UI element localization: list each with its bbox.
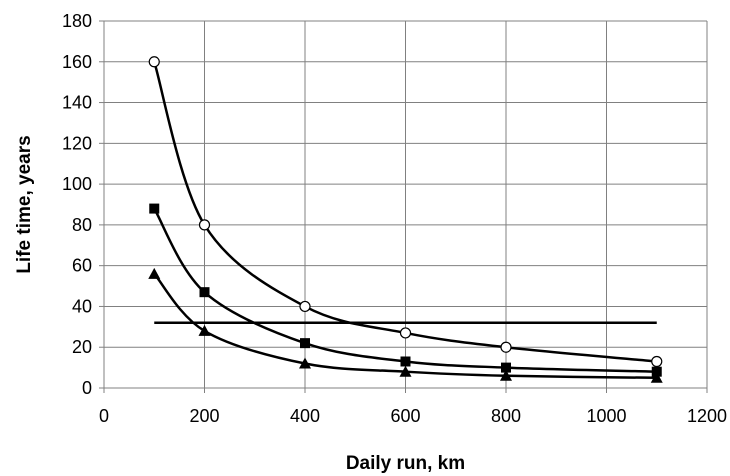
tick-labels: 0 20 40 60 80 100 120 140 160 180 0 200 400 600 800 100… bbox=[62, 11, 727, 426]
y-tick-label: 80 bbox=[72, 215, 92, 235]
data-point-square bbox=[300, 338, 310, 349]
data-point-square bbox=[199, 287, 210, 298]
data-point-square bbox=[651, 366, 662, 377]
data-point-circle bbox=[651, 355, 663, 368]
y-tick-label: 0 bbox=[82, 378, 92, 398]
y-tick-label: 20 bbox=[72, 337, 92, 357]
y-tick-label: 140 bbox=[62, 93, 92, 113]
axes bbox=[99, 20, 708, 393]
y-tick-label: 120 bbox=[62, 133, 92, 153]
series bbox=[148, 56, 663, 383]
x-axis-title: Daily run, km bbox=[346, 453, 465, 474]
x-tick-label: 0 bbox=[99, 406, 109, 426]
y-tick-label: 60 bbox=[72, 256, 92, 276]
y-axis-title: Life time, years bbox=[14, 135, 35, 273]
data-point-circle bbox=[148, 56, 160, 68]
data-point-square bbox=[400, 356, 411, 367]
y-tick-label: 160 bbox=[62, 52, 92, 72]
data-point-triangle bbox=[500, 369, 512, 381]
data-point-circle bbox=[399, 327, 412, 339]
x-tick-label: 200 bbox=[189, 406, 219, 426]
data-point-triangle bbox=[198, 324, 211, 336]
data-point-triangle bbox=[399, 365, 412, 377]
data-point-circle bbox=[299, 300, 311, 313]
y-tick-label: 100 bbox=[62, 174, 92, 194]
data-point-square bbox=[149, 203, 160, 214]
x-tick-label: 800 bbox=[491, 406, 521, 426]
data-point-square bbox=[501, 362, 511, 373]
data-point-triangle bbox=[299, 357, 311, 369]
data-point-triangle bbox=[148, 267, 161, 279]
x-tick-label: 600 bbox=[390, 406, 420, 426]
x-tick-label: 1200 bbox=[687, 406, 727, 426]
data-point-triangle bbox=[650, 371, 663, 383]
data-point-circle bbox=[198, 219, 211, 231]
y-tick-label: 40 bbox=[72, 296, 92, 316]
x-tick-label: 1000 bbox=[586, 406, 626, 426]
data-point-circle bbox=[500, 341, 512, 353]
series-line-2 bbox=[153, 207, 657, 373]
x-tick-label: 400 bbox=[290, 406, 320, 426]
y-tick-label: 180 bbox=[62, 11, 92, 31]
